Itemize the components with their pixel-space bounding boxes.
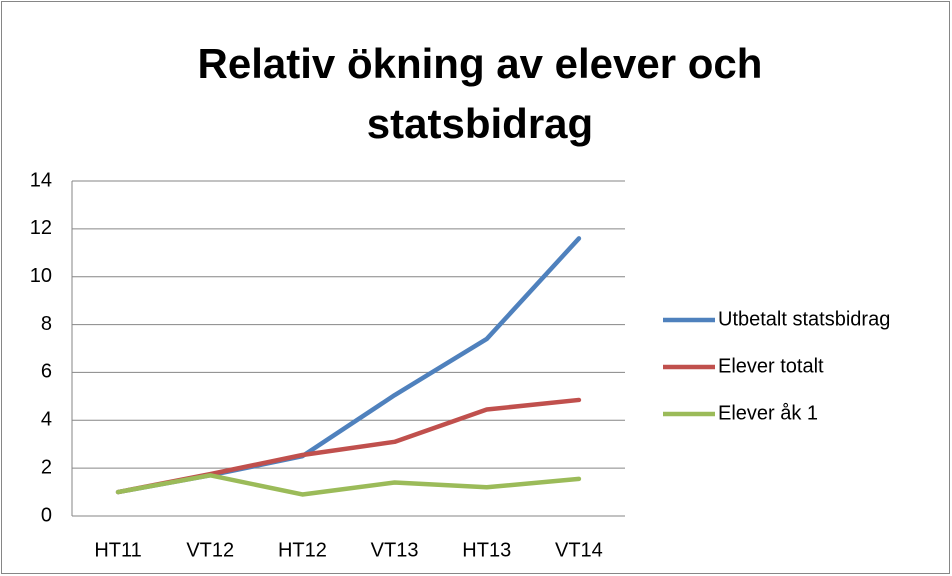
legend-label: Utbetalt statsbidrag: [718, 308, 890, 330]
y-tick-label: 10: [30, 265, 52, 287]
y-tick-label: 12: [30, 217, 52, 239]
chart-title: Relativ ökning av elever och statsbidrag: [197, 40, 763, 147]
y-tick-label: 4: [41, 409, 52, 431]
y-tick-label: 2: [41, 456, 52, 478]
legend-label: Elever totalt: [718, 355, 824, 377]
x-tick-label: VT13: [371, 539, 419, 561]
y-tick-label: 14: [30, 169, 52, 191]
x-tick-label: VT14: [555, 539, 603, 561]
series-line: [115, 473, 582, 497]
x-tick-label: VT12: [186, 539, 234, 561]
legend-label: Elever åk 1: [718, 402, 818, 424]
x-tick-label: HT11: [94, 539, 141, 561]
y-tick-label: 6: [41, 361, 52, 383]
x-tick-label: HT13: [462, 539, 511, 561]
y-tick-label: 8: [41, 313, 52, 335]
x-tick-label: HT12: [278, 539, 327, 561]
y-tick-label: 0: [41, 504, 52, 526]
